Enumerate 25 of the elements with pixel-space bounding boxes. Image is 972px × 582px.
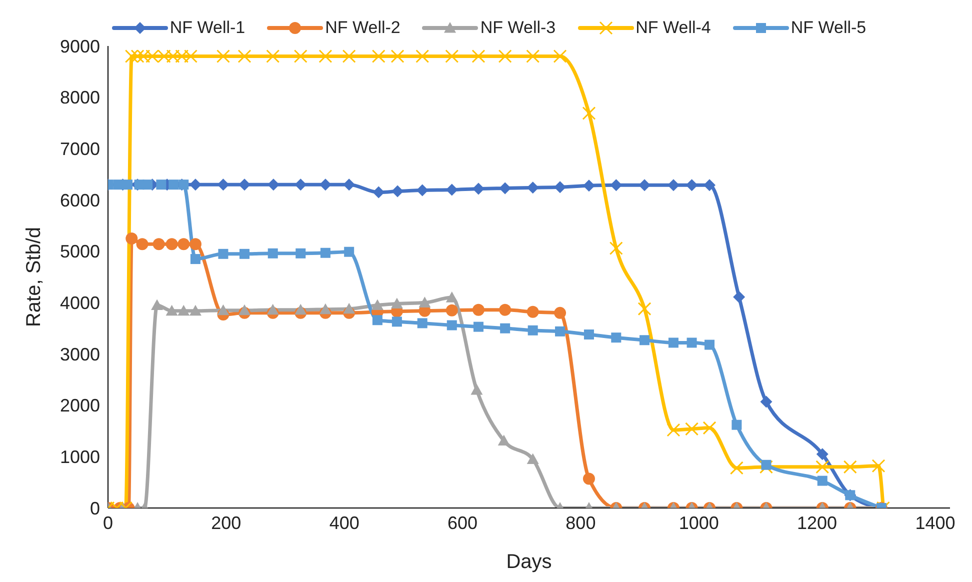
- y-tick-label: 8000: [60, 88, 100, 108]
- x-tick-label: 400: [329, 512, 360, 533]
- y-tick-label: 5000: [60, 242, 100, 262]
- y-tick-label: 0: [90, 498, 100, 518]
- y-tick-label: 3000: [60, 344, 100, 364]
- x-tick-label: 1400: [915, 512, 956, 533]
- y-tick-label: 4000: [60, 293, 100, 314]
- legend-label: NF Well-4: [636, 18, 711, 38]
- legend-label: NF Well-5: [790, 18, 866, 38]
- x-tick-label: 1200: [797, 512, 838, 533]
- y-tick-label: 6000: [60, 190, 100, 210]
- legend-label: NF Well-2: [325, 18, 400, 38]
- x-axis-title: Days: [506, 551, 552, 573]
- x-tick-label: 1000: [678, 512, 719, 533]
- y-tick-label: 7000: [60, 139, 100, 160]
- y-tick-label: 1000: [60, 447, 100, 468]
- legend-label: NF Well-3: [480, 18, 556, 38]
- x-tick-label: 600: [448, 512, 478, 533]
- x-tick-label: 800: [566, 512, 596, 533]
- y-axis-title: Rate, Stb/d: [23, 226, 46, 328]
- legend-label: NF Well-1: [170, 18, 246, 38]
- y-tick-label: 9000: [60, 36, 100, 56]
- x-tick-label: 0: [102, 512, 114, 533]
- y-tick-label: 2000: [60, 396, 100, 416]
- x-tick-label: 200: [211, 512, 242, 533]
